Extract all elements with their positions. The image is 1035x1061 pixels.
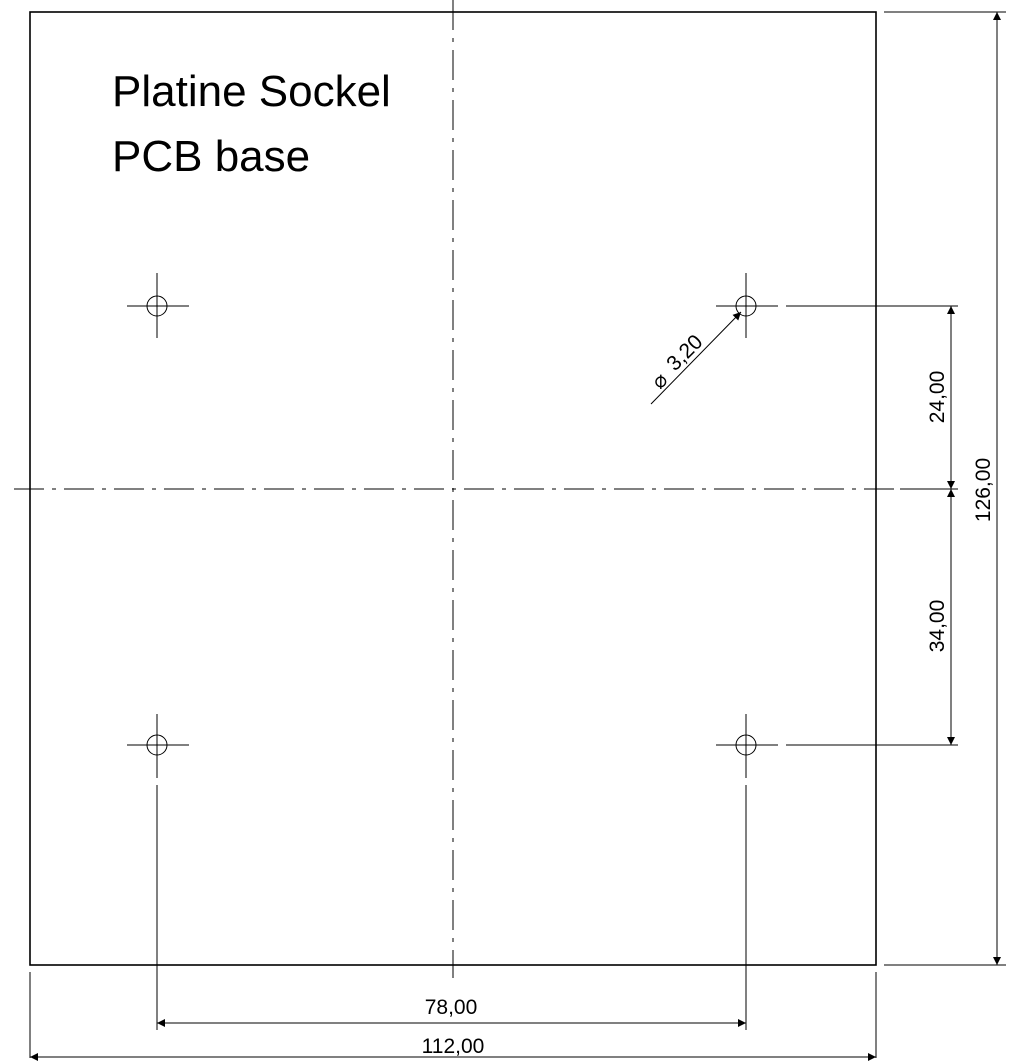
title-line-1: Platine Sockel <box>112 67 391 116</box>
dim-upper-offset-label: 24,00 <box>926 371 949 424</box>
dimension-hole-spacing: 78,00 <box>157 996 746 1027</box>
hole-bottom-left <box>127 714 189 778</box>
diameter-value: 3,20 <box>662 330 707 375</box>
diameter-callout: ⌀ 3,20 <box>647 311 742 405</box>
dimension-overall-width: 112,00 <box>30 1035 876 1061</box>
dimension-lower-offset: 34,00 <box>926 489 955 745</box>
dim-hole-spacing-label: 78,00 <box>425 996 478 1019</box>
dim-overall-width-label: 112,00 <box>422 1035 485 1058</box>
title-line-2: PCB base <box>112 132 310 181</box>
dimension-upper-offset: 24,00 <box>926 306 955 489</box>
dimension-overall-height: 126,00 <box>972 12 1001 965</box>
diameter-symbol: ⌀ <box>647 368 672 393</box>
dim-lower-offset-label: 34,00 <box>926 600 949 653</box>
hole-top-left <box>127 273 189 338</box>
hole-bottom-right <box>716 714 778 778</box>
hole-top-right <box>716 273 778 338</box>
dim-overall-height-label: 126,00 <box>972 458 995 522</box>
